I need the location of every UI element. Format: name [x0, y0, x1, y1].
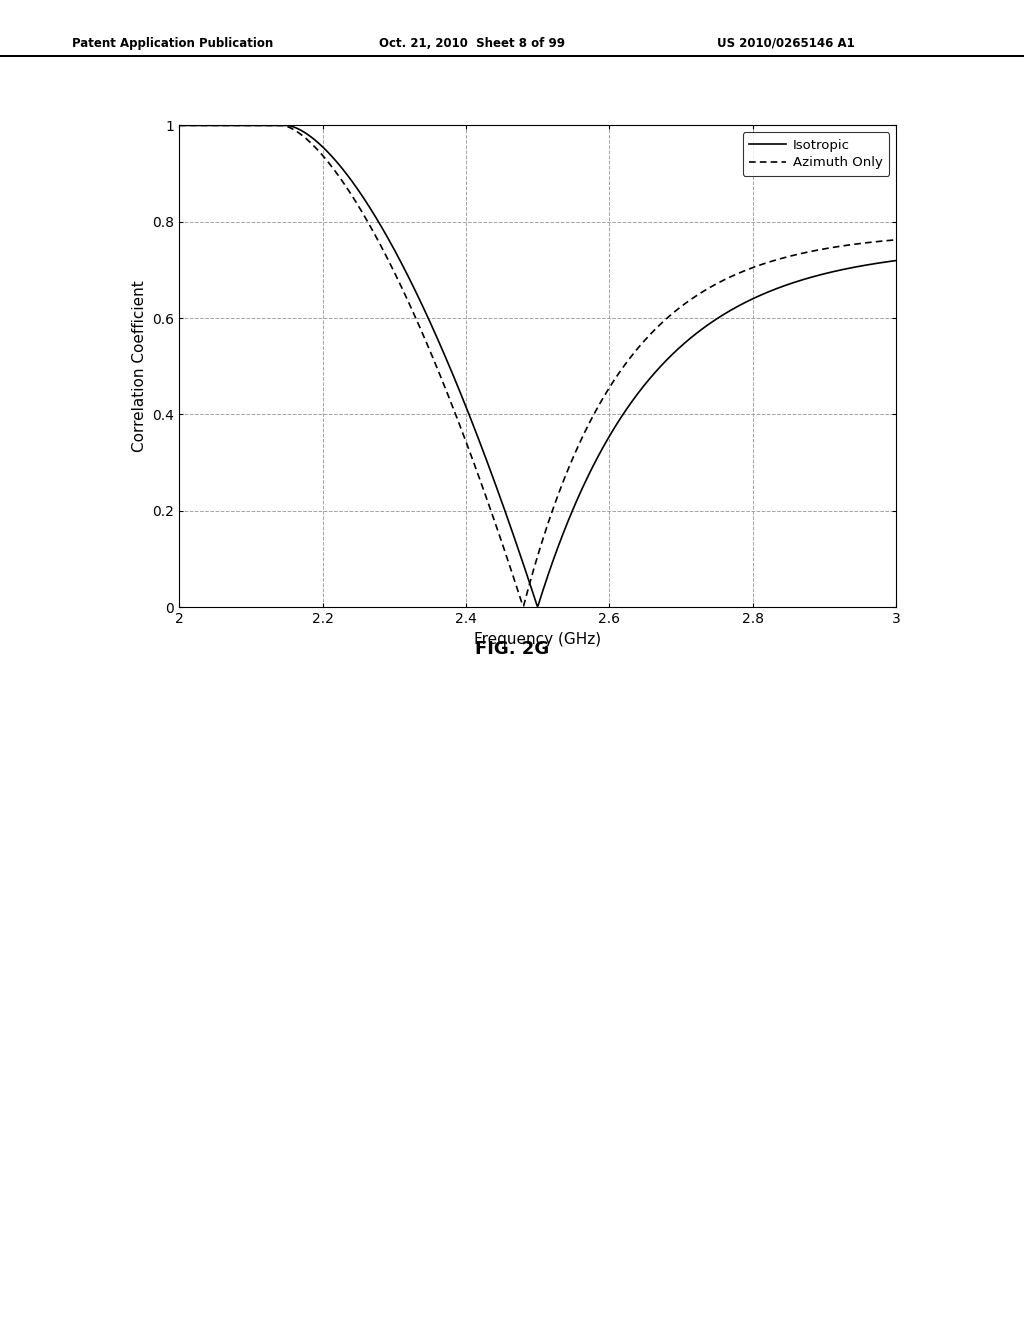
Azimuth Only — [745, 260, 758, 276]
Isotropic — [890, 252, 902, 268]
Azimuth Only — [463, 442, 475, 458]
Line: Azimuth Only: Azimuth Only — [179, 125, 896, 606]
Text: Patent Application Publication: Patent Application Publication — [72, 37, 273, 50]
Azimuth Only — [890, 232, 902, 248]
Isotropic — [488, 475, 501, 491]
Isotropic — [745, 292, 758, 308]
Azimuth Only — [173, 117, 185, 133]
Azimuth Only — [488, 515, 501, 531]
X-axis label: Frequency (GHz): Frequency (GHz) — [474, 631, 601, 647]
Azimuth Only — [666, 306, 678, 322]
Text: FIG. 2G: FIG. 2G — [475, 640, 549, 659]
Isotropic — [733, 298, 745, 314]
Text: US 2010/0265146 A1: US 2010/0265146 A1 — [717, 37, 855, 50]
Azimuth Only — [733, 265, 745, 281]
Isotropic — [246, 117, 258, 133]
Isotropic — [173, 117, 185, 133]
Azimuth Only — [246, 117, 258, 133]
Azimuth Only — [517, 598, 529, 614]
Isotropic — [666, 347, 678, 363]
Y-axis label: Correlation Coefficient: Correlation Coefficient — [132, 280, 146, 453]
Line: Isotropic: Isotropic — [179, 125, 896, 606]
Isotropic — [463, 407, 475, 422]
Isotropic — [531, 598, 544, 614]
Text: Oct. 21, 2010  Sheet 8 of 99: Oct. 21, 2010 Sheet 8 of 99 — [379, 37, 565, 50]
Legend: Isotropic, Azimuth Only: Isotropic, Azimuth Only — [742, 132, 890, 176]
